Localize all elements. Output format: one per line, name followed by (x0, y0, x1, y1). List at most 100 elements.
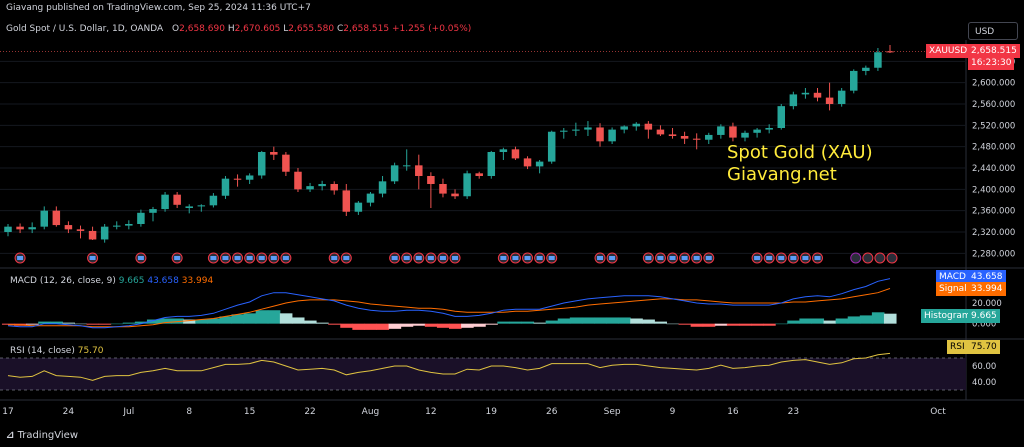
candle-body (765, 128, 773, 130)
event-flag-icon (500, 256, 507, 260)
signal-value-tag: 33.994 (968, 282, 1006, 296)
candle-body (221, 178, 230, 196)
macd-histogram-bar (62, 322, 75, 324)
price-tick-label: 2,480.000 (972, 143, 1015, 153)
macd-histogram-bar (388, 323, 402, 329)
event-flag-icon (645, 256, 652, 260)
candle-body (137, 212, 145, 224)
macd-histogram-bar (243, 313, 257, 324)
event-flag-icon (391, 256, 398, 260)
macd-tick-label: 0.000 (972, 320, 996, 330)
macd-histogram-bar (159, 318, 172, 324)
candle-body (112, 225, 121, 227)
candle-body (825, 97, 834, 104)
event-flag-icon (512, 256, 519, 260)
histogram-label-tag: Histogram (921, 309, 974, 323)
candle-body (499, 149, 508, 152)
macd-histogram-bar (593, 317, 607, 324)
macd-histogram-bar (606, 317, 619, 324)
macd-histogram-bar (376, 323, 390, 330)
macd-histogram-bar (751, 323, 764, 326)
macd-histogram-bar (86, 323, 100, 325)
tradingview-brand[interactable]: ⊿ TradingView (6, 430, 78, 441)
symbol-title[interactable]: Gold Spot / U.S. Dollar, 1D, OANDA (6, 24, 164, 34)
candle-body (161, 194, 169, 210)
macd-histogram-bar (449, 323, 462, 329)
candle-body (886, 51, 894, 53)
currency-button[interactable]: USD (968, 22, 1018, 40)
macd-histogram-bar (690, 323, 704, 327)
macd-histogram-bar (835, 318, 849, 324)
price-tick-label: 2,440.000 (972, 164, 1015, 174)
event-flag-icon (403, 256, 410, 260)
time-tick-label: 24 (63, 407, 75, 417)
macd-line (7, 278, 891, 329)
macd-histogram-bar (569, 317, 583, 324)
macd-histogram-bar (364, 323, 378, 330)
candle-body (125, 224, 133, 226)
candle-body (342, 190, 351, 212)
macd-histogram-bar (581, 317, 595, 324)
time-tick-label: 23 (788, 407, 799, 417)
event-flag-icon (343, 256, 350, 260)
event-flag-icon (754, 256, 761, 260)
candle-body (257, 152, 266, 176)
rsi-tick-label: 60.00 (972, 362, 996, 372)
candle-body (511, 149, 520, 159)
event-flag-icon (886, 252, 898, 264)
macd-histogram-bar (38, 321, 51, 324)
time-tick-label: Oct (930, 407, 946, 417)
time-tick-label: 15 (244, 407, 255, 417)
event-flag-icon (258, 256, 265, 260)
watermark-text: Spot Gold (XAU) Giavang.net (727, 142, 873, 185)
candle-body (294, 171, 302, 190)
event-flag-icon (331, 256, 338, 260)
publisher-bar: Giavang published on TradingView.com, Se… (0, 0, 1024, 18)
price-tick-label: 2,360.000 (972, 207, 1015, 217)
candle-body (729, 126, 737, 138)
macd-histogram-bar (26, 323, 39, 325)
event-flag-icon (222, 256, 229, 260)
macd-histogram-bar (461, 323, 474, 328)
candle-body (88, 230, 97, 240)
candle-body (680, 136, 689, 139)
candle-body (100, 226, 109, 240)
candle-body (52, 210, 61, 226)
macd-histogram-bar (340, 323, 353, 328)
macd-histogram-bar (304, 320, 317, 324)
candle-body (463, 173, 471, 197)
event-flag-icon (814, 256, 821, 260)
macd-histogram-bar (654, 321, 667, 324)
candle-body (813, 92, 822, 98)
signal-label-tag: Signal (936, 282, 970, 296)
macd-histogram-bar (291, 317, 305, 324)
macd-histogram-bar (195, 319, 208, 324)
symbol-tag: XAUUSD (926, 44, 971, 58)
rsi-legend[interactable]: RSI (14, close) 75.70 (10, 346, 104, 356)
event-flag-icon (874, 252, 886, 264)
rsi-tick-label: 40.00 (972, 378, 996, 388)
candle-body (318, 184, 326, 187)
event-flag-icon (766, 256, 773, 260)
event-flag-icon (597, 256, 604, 260)
candle-body (40, 210, 48, 227)
event-flag-icon (452, 256, 459, 260)
candle-body (487, 152, 496, 176)
candle-body (270, 152, 278, 155)
last-price-tag: 2,658.515 (968, 44, 1020, 58)
rsi-band (0, 358, 966, 390)
candle-body (209, 195, 218, 206)
macd-value-tag: 43.658 (968, 270, 1006, 284)
time-tick-label: 9 (670, 407, 676, 417)
candle-body (777, 106, 786, 128)
macd-histogram-bar (642, 319, 655, 324)
macd-histogram-bar (859, 315, 873, 324)
candle-body (390, 165, 399, 182)
macd-legend[interactable]: MACD (12, 26, close, 9) 9.665 43.658 33.… (10, 276, 214, 286)
candle-body (741, 132, 749, 138)
event-flag-icon (705, 256, 712, 260)
event-flag-icon (778, 256, 785, 260)
candle-body (233, 178, 242, 180)
histogram-value-tag: 9.665 (968, 309, 1000, 323)
